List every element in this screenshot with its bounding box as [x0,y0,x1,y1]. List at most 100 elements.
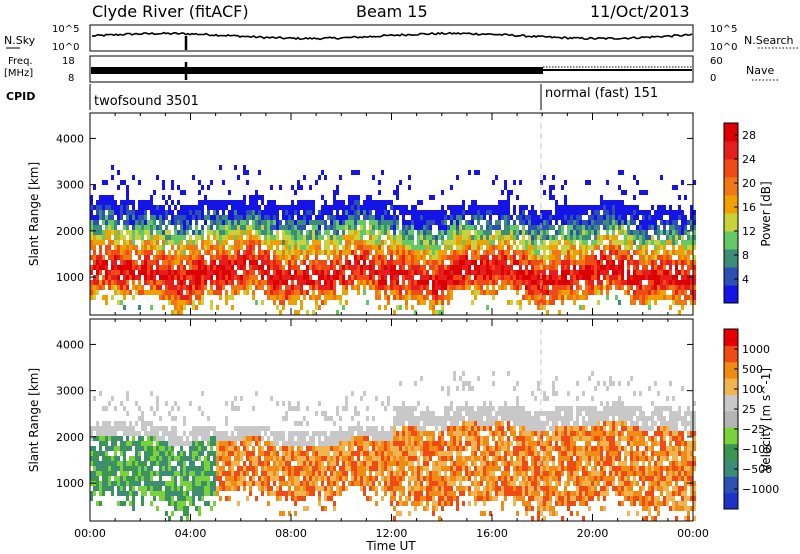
data-cell [594,285,597,290]
data-cell [174,230,177,235]
data-cell [645,230,648,235]
data-cell [318,491,321,496]
data-cell [114,250,117,255]
data-cell [198,486,201,491]
data-cell [564,215,567,220]
data-cell [129,235,132,240]
data-cell [525,265,528,270]
data-cell [147,486,150,491]
data-cell [165,511,168,516]
data-cell [357,466,360,471]
data-cell [225,225,228,230]
data-cell [447,270,450,275]
data-cell [585,290,588,295]
data-cell [630,220,633,225]
data-cell [309,280,312,285]
data-cell [333,456,336,461]
data-cell [207,491,210,496]
data-cell [261,446,264,451]
data-cell [570,220,573,225]
data-cell [309,441,312,446]
data-cell [303,436,306,441]
data-cell [366,406,369,411]
data-cell [141,270,144,275]
data-cell [528,235,531,240]
data-cell [117,255,120,260]
data-cell [192,210,195,215]
data-cell [573,260,576,265]
data-cell [441,260,444,265]
data-cell [210,275,213,280]
data-cell [237,240,240,245]
data-cell [399,180,402,185]
data-cell [255,436,258,441]
data-cell [546,300,549,305]
data-cell [132,235,135,240]
data-cell [234,396,237,401]
data-cell [111,230,114,235]
data-cell [663,285,666,290]
data-cell [528,285,531,290]
data-cell [480,280,483,285]
data-cell [267,215,270,220]
data-cell [192,260,195,265]
data-cell [612,245,615,250]
data-cell [207,436,210,441]
data-cell [297,446,300,451]
data-cell [414,280,417,285]
data-cell [99,245,102,250]
data-cell [333,220,336,225]
data-cell [297,215,300,220]
data-cell [441,220,444,225]
data-cell [216,290,219,295]
data-cell [360,240,363,245]
data-cell [201,200,204,205]
data-cell [168,220,171,225]
data-cell [174,476,177,481]
data-cell [465,235,468,240]
data-cell [219,471,222,476]
data-cell [150,205,153,210]
data-cell [147,235,150,240]
data-cell [123,220,126,225]
data-cell [648,210,651,215]
data-cell [294,225,297,230]
data-cell [105,421,108,426]
data-cell [309,205,312,210]
data-cell [504,180,507,185]
data-cell [654,290,657,295]
data-cell [450,215,453,220]
data-cell [681,275,684,280]
data-cell [396,240,399,245]
date-title: 11/Oct/2013 [590,2,690,21]
data-cell [396,305,399,310]
data-cell [642,235,645,240]
data-cell [309,275,312,280]
data-cell [270,230,273,235]
data-cell [408,265,411,270]
data-cell [372,200,375,205]
data-cell [375,250,378,255]
data-cell [183,305,186,310]
data-cell [603,255,606,260]
data-cell [219,260,222,265]
data-cell [144,471,147,476]
data-cell [561,235,564,240]
data-cell [642,250,645,255]
data-cell [111,471,114,476]
data-cell [576,270,579,275]
data-cell [225,481,228,486]
data-cell [555,250,558,255]
data-cell [633,175,636,180]
data-cell [162,220,165,225]
data-cell [540,240,543,245]
data-cell [210,466,213,471]
data-cell [141,416,144,421]
data-cell [171,300,174,305]
data-cell [537,245,540,250]
data-cell [339,466,342,471]
data-cell [510,270,513,275]
data-cell [378,210,381,215]
data-cell [237,446,240,451]
data-cell [321,290,324,295]
